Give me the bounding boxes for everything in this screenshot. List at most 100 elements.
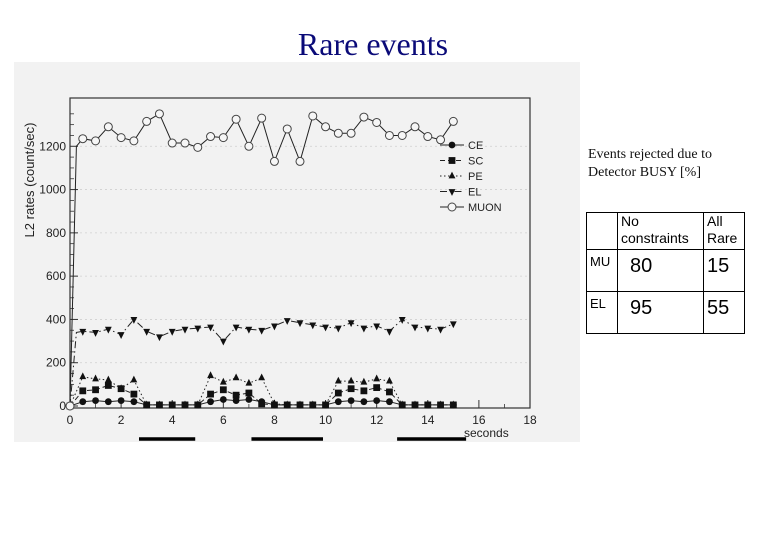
data-point-el xyxy=(117,332,125,339)
data-point-ce xyxy=(92,397,99,404)
legend-label-muon: MUON xyxy=(468,202,502,214)
el-no-constraints: 95 xyxy=(617,291,704,334)
data-point-ce xyxy=(219,396,227,403)
caption-line-1: Events rejected due to xyxy=(588,147,713,162)
data-point-ce xyxy=(386,398,393,406)
data-point-el xyxy=(143,328,151,336)
x-tick-label: 16 xyxy=(472,413,486,427)
x-tick-label: 4 xyxy=(169,413,176,427)
data-point-pe xyxy=(258,373,266,381)
data-point-pe xyxy=(194,400,202,408)
legend-label-sc: SC xyxy=(468,156,483,168)
data-point-el xyxy=(360,325,368,333)
data-point-muon xyxy=(308,111,318,121)
y-gridlines xyxy=(70,145,530,364)
data-point-el xyxy=(194,325,202,333)
el-all-rare: 55 xyxy=(703,291,745,334)
legend-label-el: EL xyxy=(468,187,481,199)
data-point-ce xyxy=(334,398,342,406)
data-point-el xyxy=(232,324,240,332)
data-point-pe xyxy=(168,400,176,408)
x-tick-label: 6 xyxy=(220,413,227,427)
data-point-pe xyxy=(322,400,329,408)
legend-marker-el xyxy=(448,189,456,196)
table-header-blank xyxy=(586,212,618,250)
legend-label-ce: CE xyxy=(468,140,483,152)
data-point-ce xyxy=(347,397,355,404)
row-label-el: EL xyxy=(586,291,618,334)
table-header-no-constraints: No constraints xyxy=(617,212,704,250)
data-point-pe xyxy=(360,377,368,385)
data-point-pe xyxy=(347,376,355,384)
data-point-el xyxy=(156,334,163,342)
data-point-ce xyxy=(373,397,381,404)
data-point-pe xyxy=(79,372,87,380)
data-point-muon xyxy=(116,133,126,143)
data-point-pe xyxy=(283,400,291,408)
data-point-muon-origin xyxy=(65,401,75,411)
data-point-el xyxy=(207,324,214,332)
data-point-sc xyxy=(386,388,393,396)
table-row: MU 80 15 xyxy=(586,249,745,292)
data-point-muon xyxy=(346,128,356,138)
data-point-pe xyxy=(411,400,419,408)
y-tick-label: 600 xyxy=(46,269,66,283)
data-point-muon xyxy=(78,134,88,144)
data-point-pe xyxy=(117,384,125,392)
data-point-muon xyxy=(448,116,458,126)
data-point-pe xyxy=(334,376,342,384)
data-point-muon xyxy=(142,116,152,126)
series-el xyxy=(66,317,457,411)
data-point-el xyxy=(296,320,304,328)
x-tick-label: 10 xyxy=(319,413,333,427)
data-point-sc xyxy=(334,389,342,397)
data-point-muon xyxy=(410,122,420,132)
y-tick-label: 400 xyxy=(46,312,66,326)
header-line: All xyxy=(707,213,723,229)
data-point-pe xyxy=(181,400,189,408)
data-point-el xyxy=(411,324,419,332)
data-point-el xyxy=(104,326,112,334)
header-line: constraints xyxy=(621,230,689,246)
caption: Events rejected due to Detector BUSY [%] xyxy=(588,146,712,182)
data-point-el xyxy=(245,326,253,334)
legend: CE SC PE EL MUON xyxy=(440,140,502,214)
data-point-sc xyxy=(245,389,253,397)
data-point-muon xyxy=(231,114,241,124)
data-point-muon xyxy=(180,138,190,148)
data-point-el xyxy=(398,317,406,324)
table-header-all-rare: All Rare xyxy=(703,212,745,250)
data-point-pe xyxy=(245,378,253,386)
data-point-muon xyxy=(193,142,203,152)
data-point-el xyxy=(309,322,317,330)
data-point-sc xyxy=(92,386,99,394)
data-point-pe xyxy=(219,377,227,385)
x-tick-label: 12 xyxy=(370,413,384,427)
x-tick-label: 2 xyxy=(118,413,125,427)
data-point-muon xyxy=(282,124,292,134)
legend-marker-muon xyxy=(447,202,457,212)
data-point-sc xyxy=(104,382,112,389)
data-point-el xyxy=(386,328,393,336)
data-point-sc xyxy=(219,386,227,394)
row-label-mu: MU xyxy=(586,249,618,292)
data-point-el xyxy=(347,320,355,328)
data-point-pe xyxy=(143,400,151,408)
data-point-ce xyxy=(207,398,214,406)
data-point-el xyxy=(271,323,278,331)
data-point-el xyxy=(219,338,227,346)
x-tick-label: 8 xyxy=(271,413,278,427)
data-point-muon xyxy=(321,122,331,132)
x-axis: 0 2 4 6 8 10 12 14 16 18 xyxy=(67,400,537,427)
data-point-sc xyxy=(360,387,368,395)
chart-background xyxy=(14,62,580,442)
data-point-muon xyxy=(295,156,305,166)
data-point-muon xyxy=(423,132,433,142)
legend-marker-ce xyxy=(448,141,456,149)
data-point-pe xyxy=(296,400,304,408)
data-point-muon xyxy=(218,133,228,143)
y-axis-label: L2 rates (count/sec) xyxy=(22,123,37,238)
data-point-sc xyxy=(232,391,240,399)
data-point-muon xyxy=(257,113,267,123)
header-line: Rare xyxy=(707,230,738,246)
